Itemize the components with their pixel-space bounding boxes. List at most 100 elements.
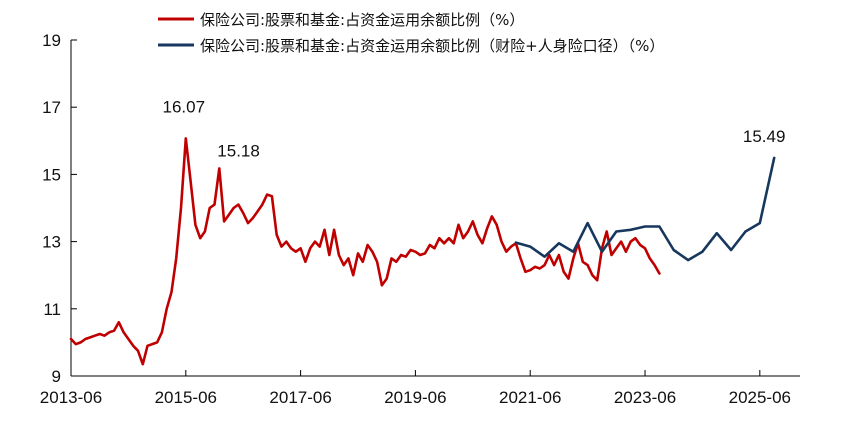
series-1-point [591,274,594,277]
series-group [69,137,776,366]
series-1-point [208,207,211,209]
series-1-point [653,264,656,266]
series-1-point [491,215,493,218]
series-1-point [328,254,331,256]
series-1-point [486,227,489,229]
series-1-point [467,230,469,233]
series-2-point [687,259,689,261]
series-1 [69,137,661,366]
series-1-point [534,266,536,268]
series-1-point [98,333,101,335]
series-1-point [472,220,474,223]
series-2-line [514,156,776,262]
series-2-point [730,249,732,251]
series-1-point [510,245,512,248]
series-1-point [347,257,350,260]
series-1-point [500,240,503,243]
legend-label: 保险公司:股票和基金:占资金运用余额比例（%） [200,11,524,29]
series-1-point [620,240,622,243]
series-2-point [644,225,646,228]
series-2-point [572,250,575,253]
series-1-point [213,203,216,206]
series-1-point [409,249,412,251]
series-2-point [615,230,618,233]
series-2-point [658,225,661,228]
series-1-point [519,257,522,260]
y-axis: 9 11 13 15 17 19 [42,31,77,386]
series-2-point [586,222,589,224]
series-1-point [290,247,292,250]
series-1-point [256,210,259,213]
series-1-point [146,345,149,347]
series-1-point [323,229,326,231]
series-1-point [625,250,627,253]
series-2-point [515,241,517,244]
legend-item-1: 保险公司:股票和基金:占资金运用余额比例（%） [158,11,524,29]
y-tick-label: 19 [42,31,61,50]
series-1-point [381,284,383,287]
series-1-point [649,257,651,260]
series-1-point [218,167,221,170]
series-1-point [366,244,369,246]
series-1-point [309,247,312,250]
series-2-point [558,242,560,245]
series-1-point [261,203,264,206]
series-1-point [352,274,355,277]
series-1-point [342,264,345,266]
series-1-point [194,224,197,226]
series-1-point [79,341,82,344]
x-tick-label: 2013-06 [40,388,102,407]
series-1-point [118,321,120,324]
series-1-point [605,230,608,233]
series-1-point [424,252,426,255]
series-1-point [610,254,613,256]
series-1-point [429,244,431,246]
series-1-point [103,334,106,337]
series-1-point [94,334,96,337]
series-1-point [438,237,441,239]
series-1-point [247,222,249,224]
series-1-point [562,271,565,273]
series-2 [514,156,776,262]
series-1-point [634,237,637,239]
series-1-point [275,234,278,236]
series-1-line [69,137,661,366]
series-1-point [252,217,254,219]
series-1-point [299,247,302,250]
series-1-point [333,229,335,231]
series-2-point [701,250,704,253]
series-1-point [553,264,555,266]
x-tick-label: 2017-06 [269,388,331,407]
series-1-point [228,213,230,216]
series-1-point [113,329,115,332]
series-1-point [400,254,402,256]
series-1-point [70,338,72,340]
series-2-point [543,255,546,258]
series-1-point [395,261,398,263]
series-1-point [142,363,144,366]
series-1-point [495,224,498,226]
series-1-point [137,350,139,352]
y-tick-label: 9 [52,367,61,386]
series-1-point [223,220,225,223]
x-tick-label: 2023-06 [614,388,676,407]
series-1-point [405,255,407,258]
series-1-point [170,291,173,293]
series-1-point [338,254,340,256]
series-1-point [271,195,273,197]
series-1-point [237,203,240,206]
x-tick-label: 2015-06 [155,388,217,407]
series-1-point [586,264,589,266]
series-2-point [529,245,531,248]
series-1-point [161,331,163,334]
series-1-point [615,247,618,250]
series-1-point [84,338,87,340]
series-2-point [744,230,747,233]
series-1-point [543,264,546,266]
series-1-point [132,345,134,347]
legend-label: 保险公司:股票和基金:占资金运用余额比例（财险+人身险口径）（%） [200,37,664,55]
x-tick-label: 2019-06 [384,388,446,407]
legend-item-2: 保险公司:股票和基金:占资金运用余额比例（财险+人身险口径）（%） [158,37,664,55]
series-1-point [242,212,244,214]
